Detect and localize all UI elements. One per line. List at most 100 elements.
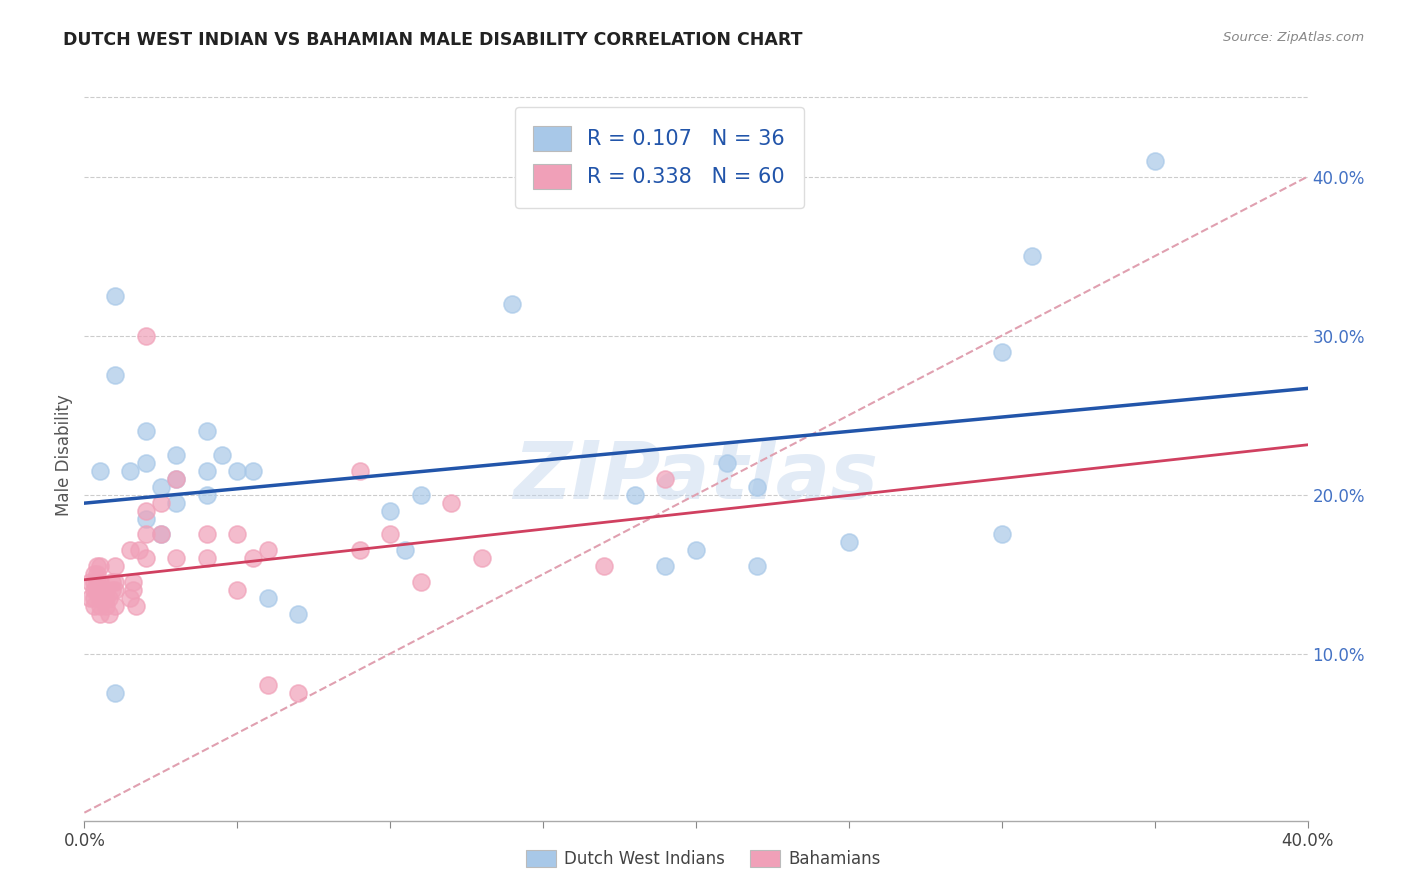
Point [242,464,264,478]
Point [287,607,309,621]
Point [89,464,111,478]
Text: ZIPatlas: ZIPatlas [513,438,879,516]
Point [165,448,187,462]
Point [135,456,157,470]
Point [349,543,371,558]
Point [165,551,187,566]
Point [83,575,105,590]
Point [380,503,402,517]
Point [838,535,860,549]
Point [79,575,101,590]
Y-axis label: Male Disability: Male Disability [55,394,73,516]
Point [287,686,309,700]
Point [149,480,172,494]
Point [226,527,249,541]
Text: DUTCH WEST INDIAN VS BAHAMIAN MALE DISABILITY CORRELATION CHART: DUTCH WEST INDIAN VS BAHAMIAN MALE DISAB… [63,31,803,49]
Point [120,591,142,605]
Point [125,599,148,613]
Point [226,464,249,478]
Point [195,464,218,478]
Point [104,575,127,590]
Point [195,527,218,541]
Point [349,464,371,478]
Point [242,551,264,566]
Point [624,488,647,502]
Point [86,575,108,590]
Point [257,543,280,558]
Point [135,551,157,566]
Point [104,599,127,613]
Point [149,495,172,509]
Point [120,543,142,558]
Point [211,448,233,462]
Point [165,495,187,509]
Point [135,527,157,541]
Point [91,583,114,598]
Legend: Dutch West Indians, Bahamians: Dutch West Indians, Bahamians [519,843,887,875]
Point [101,583,124,598]
Point [380,527,402,541]
Point [94,591,117,605]
Point [83,567,105,582]
Point [195,424,218,438]
Point [593,559,616,574]
Point [257,591,280,605]
Point [257,678,280,692]
Point [89,575,111,590]
Point [122,575,145,590]
Point [165,472,187,486]
Point [86,559,108,574]
Point [83,591,105,605]
Point [149,527,172,541]
Legend: R = 0.107   N = 36, R = 0.338   N = 60: R = 0.107 N = 36, R = 0.338 N = 60 [515,107,804,208]
Point [86,567,108,582]
Point [104,686,127,700]
Point [97,607,120,621]
Point [79,591,101,605]
Point [101,575,124,590]
Point [94,599,117,613]
Point [128,543,150,558]
Point [135,503,157,517]
Point [409,488,432,502]
Point [149,527,172,541]
Point [991,527,1014,541]
Point [226,583,249,598]
Point [94,583,117,598]
Point [83,583,105,598]
Point [122,583,145,598]
Point [135,424,157,438]
Point [747,559,769,574]
Point [89,607,111,621]
Point [104,368,127,383]
Point [409,575,432,590]
Point [716,456,738,470]
Point [104,289,127,303]
Point [135,511,157,525]
Point [502,297,524,311]
Point [654,559,676,574]
Point [195,551,218,566]
Point [86,583,108,598]
Point [89,559,111,574]
Point [104,583,127,598]
Point [97,591,120,605]
Point [135,328,157,343]
Point [89,599,111,613]
Point [195,488,218,502]
Point [685,543,707,558]
Point [440,495,463,509]
Point [89,591,111,605]
Point [654,472,676,486]
Point [89,583,111,598]
Point [165,472,187,486]
Point [120,464,142,478]
Point [991,344,1014,359]
Text: Source: ZipAtlas.com: Source: ZipAtlas.com [1223,31,1364,45]
Point [1021,249,1043,263]
Point [394,543,416,558]
Point [104,559,127,574]
Point [747,480,769,494]
Point [471,551,494,566]
Point [83,599,105,613]
